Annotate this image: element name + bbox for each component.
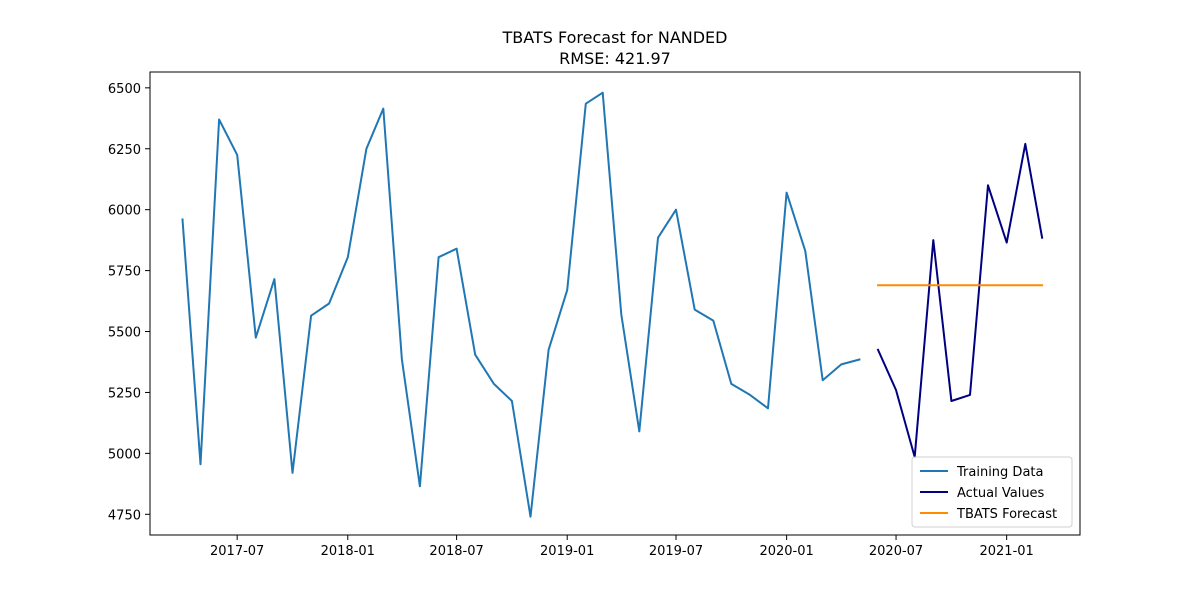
- y-tick-label: 6250: [108, 143, 141, 158]
- y-tick-label: 6500: [108, 82, 141, 97]
- y-tick-label: 5250: [108, 386, 141, 401]
- y-tick-label: 5500: [108, 326, 141, 341]
- x-tick-label: 2020-01: [759, 544, 813, 559]
- x-tick-label: 2018-01: [321, 544, 375, 559]
- axes-layer: 4750 5000 5250 5500 5750 6000 6250 6500 2017-07 2…: [108, 71, 1081, 559]
- chart-title: TBATS Forecast for NANDED: [502, 28, 728, 47]
- series-layer: [181, 91, 1044, 518]
- legend-label-training-data: Training Data: [956, 465, 1043, 480]
- x-tick-label: 2017-07: [210, 544, 264, 559]
- y-tick-label: 6000: [108, 204, 141, 219]
- y-tick-label: 5000: [108, 447, 141, 462]
- x-tick-label: 2019-07: [649, 544, 703, 559]
- x-tick-label: 2018-07: [429, 544, 483, 559]
- legend-label-actual-values: Actual Values: [957, 486, 1045, 501]
- y-tick-label: 5750: [108, 265, 141, 280]
- legend-label-tbats-forecast: TBATS Forecast: [956, 507, 1057, 522]
- legend-box: [911, 456, 1073, 528]
- series-line-training-data: [181, 91, 861, 518]
- plot-frame: [149, 71, 1081, 536]
- series-line-actual-values: [876, 142, 1044, 458]
- chart-subtitle: RMSE: 421.97: [559, 49, 671, 68]
- legend: Training Data Actual Values TBATS Forecast: [911, 456, 1073, 528]
- x-tick-label: 2021-01: [979, 544, 1033, 559]
- x-tick-label: 2020-07: [869, 544, 923, 559]
- x-tick-label: 2019-01: [540, 544, 594, 559]
- y-tick-label: 4750: [108, 508, 141, 523]
